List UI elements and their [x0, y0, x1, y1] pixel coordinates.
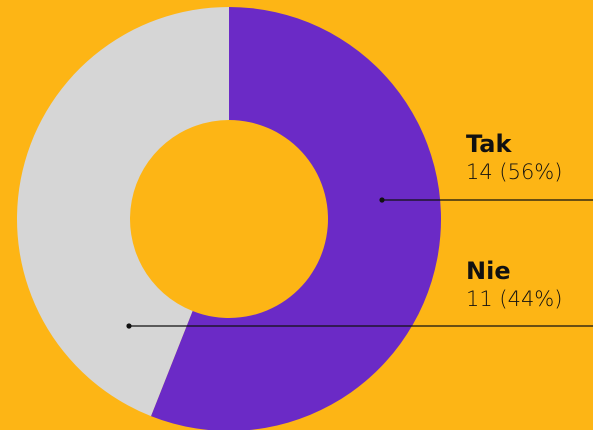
legend-value-nie: 11 (44%)	[466, 287, 562, 311]
leader-dot-nie	[126, 323, 132, 329]
legend-label-nie: Nie	[466, 257, 511, 285]
donut-slice-nie	[16, 7, 229, 417]
leader-dot-tak	[379, 197, 385, 203]
legend-value-tak: 14 (56%)	[466, 160, 562, 184]
donut-slice-tak	[150, 7, 441, 430]
legend-label-tak: Tak	[466, 130, 512, 158]
